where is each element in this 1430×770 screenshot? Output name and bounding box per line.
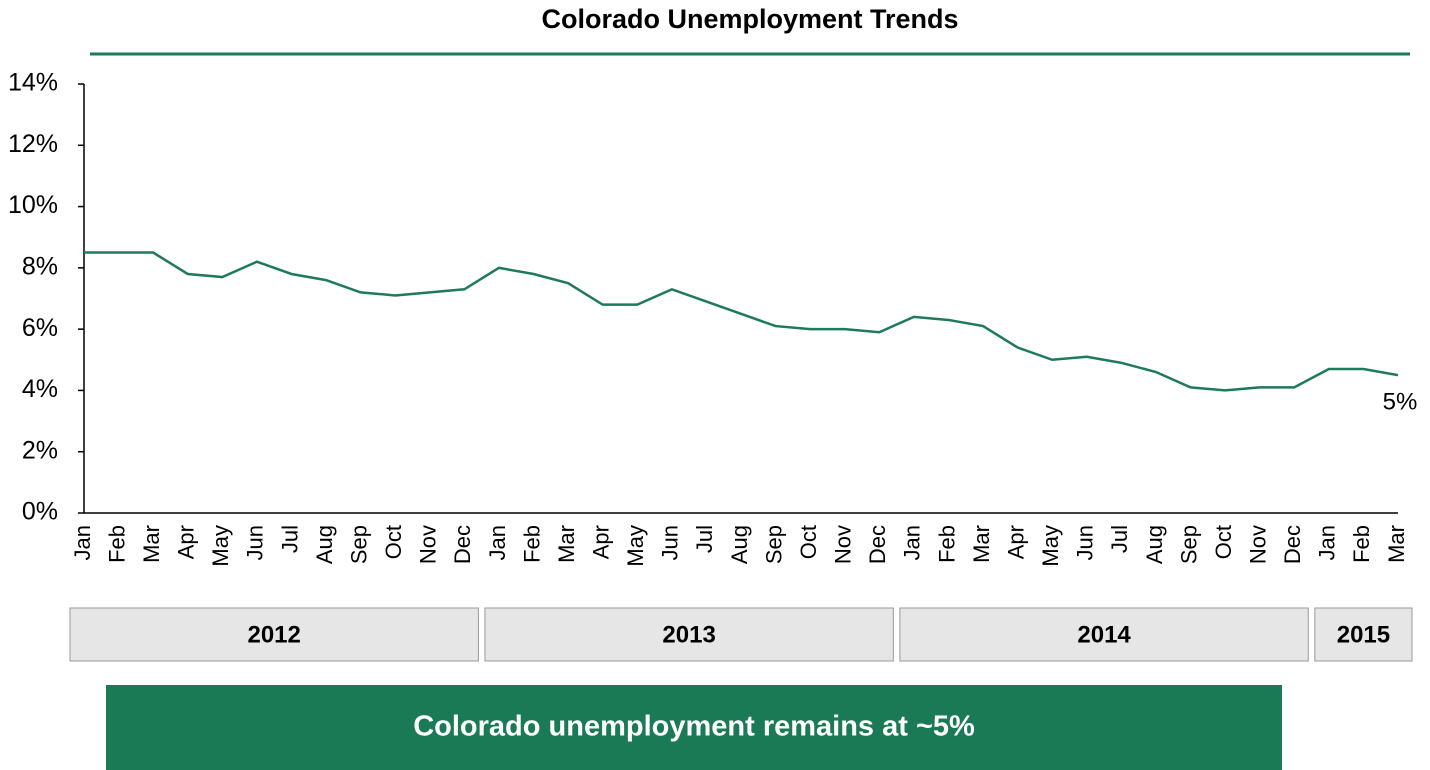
- x-tick-label: Feb: [104, 525, 129, 563]
- x-tick-label: May: [208, 525, 233, 567]
- y-tick-label: 4%: [22, 375, 58, 403]
- y-tick-label: 0%: [22, 498, 58, 526]
- x-tick-label: Dec: [865, 525, 890, 564]
- year-box: [1314, 607, 1413, 662]
- x-tick-label: Jan: [1315, 525, 1340, 560]
- x-tick-label: Mar: [1384, 525, 1409, 563]
- data-label: 5%: [1383, 388, 1418, 415]
- x-tick-label: Mar: [139, 525, 164, 563]
- x-tick-label: Oct: [381, 525, 406, 559]
- x-tick-label: Dec: [1280, 525, 1305, 564]
- year-label: 2014: [1077, 621, 1131, 648]
- x-tick-label: Feb: [1349, 525, 1374, 563]
- x-tick-label: Aug: [1142, 525, 1167, 564]
- series-line: [84, 251, 1399, 392]
- x-tick-label: Apr: [174, 525, 199, 559]
- year-box: [899, 607, 1309, 662]
- x-tick-label: May: [1038, 525, 1063, 567]
- y-tick-label: 14%: [8, 69, 58, 97]
- y-tick-label: 10%: [8, 191, 58, 219]
- x-tick-label: Aug: [312, 525, 337, 564]
- x-tick-label: Jan: [900, 525, 925, 560]
- x-tick-label: Nov: [416, 525, 441, 564]
- x-tick-label: Jun: [658, 525, 683, 560]
- x-tick-label: Sep: [1176, 525, 1201, 564]
- x-tick-label: Sep: [346, 525, 371, 564]
- year-label: 2012: [247, 621, 300, 648]
- x-tick-label: Apr: [588, 525, 613, 559]
- x-tick-label: Oct: [1211, 525, 1236, 559]
- x-tick-label: Jun: [1073, 525, 1098, 560]
- year-label: 2013: [662, 621, 715, 648]
- year-box: [484, 607, 894, 662]
- x-tick-label: Jul: [277, 525, 302, 553]
- x-tick-label: Jan: [70, 525, 95, 560]
- x-tick-label: Jan: [485, 525, 510, 560]
- x-tick-label: Nov: [831, 525, 856, 564]
- x-tick-label: Aug: [727, 525, 752, 564]
- x-tick-label: Mar: [969, 525, 994, 563]
- x-tick-label: Jul: [692, 525, 717, 553]
- y-tick-label: 8%: [22, 252, 58, 280]
- y-tick-label: 2%: [22, 436, 58, 464]
- chart-title: Colorado Unemployment Trends: [541, 4, 958, 34]
- x-tick-label: Feb: [934, 525, 959, 563]
- y-tick-label: 12%: [8, 130, 58, 158]
- x-tick-label: Jul: [1107, 525, 1132, 553]
- x-tick-label: Jun: [243, 525, 268, 560]
- banner-text: Colorado unemployment remains at ~5%: [413, 711, 975, 743]
- x-tick-label: Sep: [761, 525, 786, 564]
- x-tick-label: Oct: [796, 525, 821, 559]
- x-tick-label: Feb: [519, 525, 544, 563]
- year-box: [69, 607, 479, 662]
- x-tick-label: Mar: [554, 525, 579, 563]
- y-tick-label: 6%: [22, 314, 58, 342]
- x-tick-label: Dec: [450, 525, 475, 564]
- year-label: 2015: [1337, 621, 1390, 648]
- x-tick-label: May: [623, 525, 648, 567]
- banner: [106, 685, 1282, 770]
- x-tick-label: Apr: [1003, 525, 1028, 559]
- x-tick-label: Nov: [1245, 525, 1270, 564]
